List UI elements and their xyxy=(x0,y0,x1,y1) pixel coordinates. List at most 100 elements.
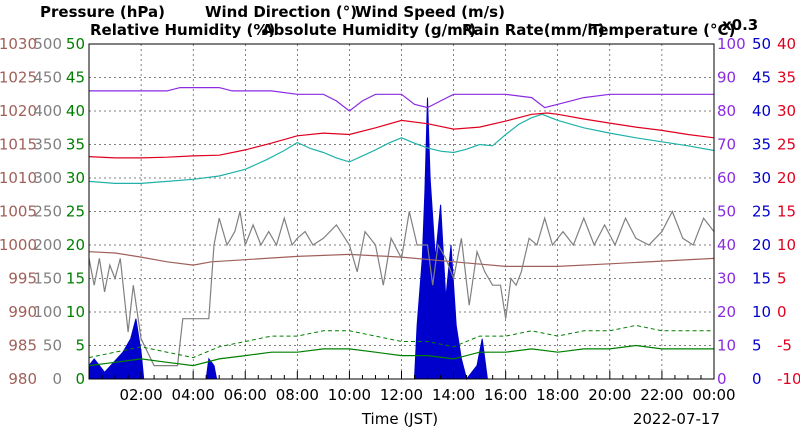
pressure-tick-label: 980 xyxy=(8,370,37,388)
rain-rate-tick-label: 40 xyxy=(752,102,771,120)
rain-rate-tick-label: 45 xyxy=(752,69,771,87)
wind-direction-tick-label: 0 xyxy=(52,370,62,388)
x-tick-label: 06:00 xyxy=(224,386,267,404)
wind-speed-tick-label: 25 xyxy=(66,203,85,221)
x-tick-label: 18:00 xyxy=(536,386,579,404)
pressure-tick-label: 1025 xyxy=(0,69,37,87)
legend-wind-speed: Wind Speed (m/s) xyxy=(355,3,505,21)
relative-humidity-tick-label: 30 xyxy=(717,270,736,288)
pressure-tick-label: 995 xyxy=(8,270,37,288)
x-axis-title: Time (JST) xyxy=(361,410,438,428)
relative-humidity-tick-label: 20 xyxy=(717,303,736,321)
grid xyxy=(89,44,714,379)
x-tick-label: 02:00 xyxy=(119,386,162,404)
x-tick-label: 14:00 xyxy=(432,386,475,404)
legend: Pressure (hPa) Wind Direction (°) Wind S… xyxy=(40,3,758,39)
series-layer xyxy=(88,87,715,381)
wind-direction-tick-label: 50 xyxy=(43,337,62,355)
wind-direction-tick-label: 100 xyxy=(33,303,62,321)
rain-rate-tick-label: 30 xyxy=(752,169,771,187)
rain-rate-tick-label: 25 xyxy=(752,203,771,221)
wind-speed-tick-label: 15 xyxy=(66,270,85,288)
legend-pressure: Pressure (hPa) xyxy=(40,3,165,21)
legend-relative-humidity: Relative Humidity (%) xyxy=(90,21,275,39)
pressure-tick-label: 990 xyxy=(8,303,37,321)
temperature-tick-label: 40 xyxy=(777,35,796,53)
temperature-tick-label: 5 xyxy=(777,270,787,288)
rain-rate-tick-label: 10 xyxy=(752,303,771,321)
x-tick-label: 12:00 xyxy=(380,386,423,404)
temperature-tick-label: -5 xyxy=(777,337,792,355)
wind-speed-tick-label: 30 xyxy=(66,169,85,187)
wind-direction-tick-label: 200 xyxy=(33,236,62,254)
temperature-tick-label: 0 xyxy=(777,303,787,321)
relative-humidity-tick-label: 100 xyxy=(717,35,746,53)
rain-rate-tick-label: 15 xyxy=(752,270,771,288)
rain-rate-tick-label: 20 xyxy=(752,236,771,254)
pressure-tick-label: 1005 xyxy=(0,203,37,221)
legend-temperature: Temperature (°C) xyxy=(590,21,735,39)
wind-speed-tick-label: 0 xyxy=(75,370,85,388)
series-temperature-c xyxy=(88,112,715,159)
relative-humidity-tick-label: 70 xyxy=(717,136,736,154)
legend-wind-direction: Wind Direction (°) xyxy=(205,3,357,21)
relative-humidity-tick-label: 0 xyxy=(717,370,727,388)
rain-rate-tick-label: 35 xyxy=(752,136,771,154)
relative-humidity-tick-label: 90 xyxy=(717,69,736,87)
axis-labels: 9809859909951000100510101015102010251030… xyxy=(0,35,800,388)
x-tick-label: 08:00 xyxy=(276,386,319,404)
series-relative-humidity xyxy=(89,87,714,112)
rain-rate-tick-label: 5 xyxy=(752,337,762,355)
temperature-tick-label: 20 xyxy=(777,169,796,187)
pressure-tick-label: 1020 xyxy=(0,102,37,120)
pressure-tick-label: 985 xyxy=(8,337,37,355)
pressure-tick-label: 1030 xyxy=(0,35,37,53)
pressure-tick-label: 1010 xyxy=(0,169,37,187)
wind-direction-tick-label: 150 xyxy=(33,270,62,288)
legend-rain-rate: Rain Rate(mm/h) xyxy=(462,21,605,39)
legend-absolute-humidity: Absolute Humidity (g/m³) xyxy=(262,21,476,39)
wind-speed-tick-label: 50 xyxy=(66,35,85,53)
wind-direction-tick-label: 350 xyxy=(33,136,62,154)
pressure-tick-label: 1015 xyxy=(0,136,37,154)
x-tick-label: 10:00 xyxy=(328,386,371,404)
temperature-tick-label: -10 xyxy=(777,370,800,388)
wind-direction-tick-label: 450 xyxy=(33,69,62,87)
relative-humidity-tick-label: 40 xyxy=(717,236,736,254)
x-axis-ticks: 02:00 04:00 06:00 08:00 10:00 12:00 14:00 16:00… xyxy=(88,371,736,404)
date-label: 2022-07-17 xyxy=(633,410,720,428)
wind-speed-tick-label: 10 xyxy=(66,303,85,321)
rain-rate-tick-label: 0 xyxy=(752,370,762,388)
x-tick-label: 00:00 xyxy=(692,386,735,404)
wind-direction-tick-label: 300 xyxy=(33,169,62,187)
wind-speed-tick-label: 20 xyxy=(66,236,85,254)
x-tick-label: 16:00 xyxy=(484,386,527,404)
series-wind-gust xyxy=(88,324,714,359)
temperature-tick-label: 35 xyxy=(777,69,796,87)
series-wind-direction xyxy=(88,210,715,367)
wind-direction-tick-label: 250 xyxy=(33,203,62,221)
x-tick-label: 22:00 xyxy=(640,386,683,404)
relative-humidity-tick-label: 50 xyxy=(717,203,736,221)
series-wind-speed-m-s xyxy=(88,344,714,367)
wind-direction-tick-label: 400 xyxy=(33,102,62,120)
wind-speed-tick-label: 5 xyxy=(75,337,85,355)
series-absolute-humidity-g-m xyxy=(88,113,715,184)
temperature-tick-label: 30 xyxy=(777,102,796,120)
temperature-tick-label: 15 xyxy=(777,203,796,221)
x-tick-label: 04:00 xyxy=(172,386,215,404)
relative-humidity-tick-label: 80 xyxy=(717,102,736,120)
wind-speed-tick-label: 45 xyxy=(66,69,85,87)
relative-humidity-tick-label: 10 xyxy=(717,337,736,355)
temperature-tick-label: 10 xyxy=(777,236,796,254)
series-pressure-hpa xyxy=(88,251,715,267)
wind-direction-tick-label: 500 xyxy=(33,35,62,53)
x-tick-label: 20:00 xyxy=(588,386,631,404)
relative-humidity-tick-label: 60 xyxy=(717,169,736,187)
wind-speed-tick-label: 40 xyxy=(66,102,85,120)
scale-note: x0.3 xyxy=(722,16,758,34)
temperature-tick-label: 25 xyxy=(777,136,796,154)
wind-speed-tick-label: 35 xyxy=(66,136,85,154)
rain-rate-tick-label: 50 xyxy=(752,35,771,53)
